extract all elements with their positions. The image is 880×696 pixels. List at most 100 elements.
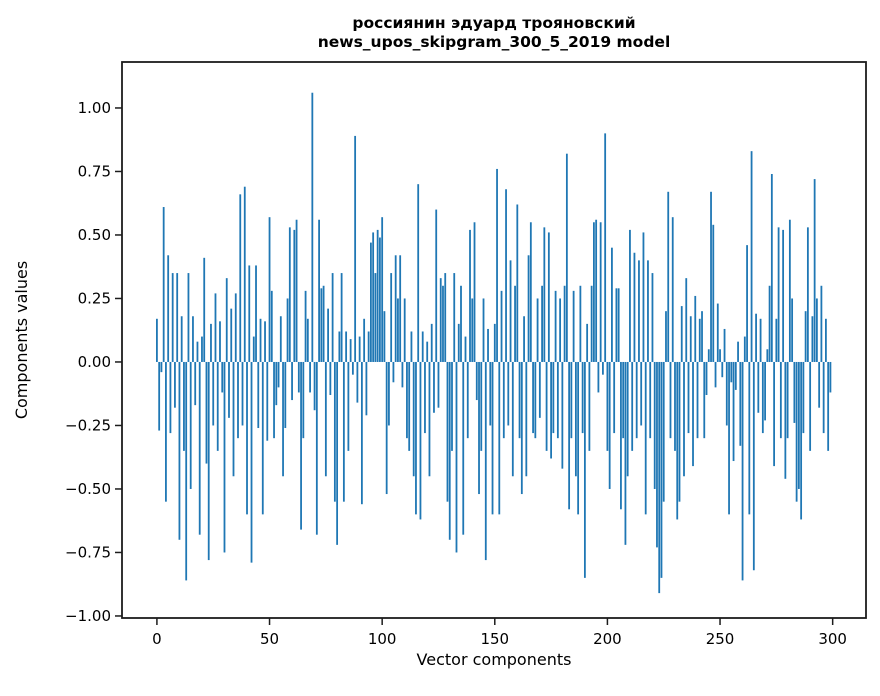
bar-component-37 [239,194,242,362]
bar-component-209 [626,361,629,477]
bar-component-102 [385,361,388,495]
bar-component-9 [176,273,179,362]
bar-component-36 [237,361,239,439]
bar-component-192 [588,361,591,451]
bar-component-291 [811,316,814,362]
bar-component-62 [295,219,298,362]
bar-component-191 [586,323,589,362]
bar-component-165 [527,255,530,362]
bar-component-48 [264,321,266,362]
bar-component-223 [658,361,661,594]
bar-component-51 [270,290,273,362]
bar-component-185 [572,290,575,362]
bar-component-109 [401,361,404,388]
bar-component-163 [523,316,525,362]
bar-component-32 [228,361,230,418]
bar-component-140 [471,298,474,362]
bar-component-85 [347,361,350,451]
bar-component-258 [737,341,739,362]
bar-component-230 [674,361,676,451]
bar-component-157 [509,260,512,362]
bar-component-231 [676,361,679,520]
bar-component-53 [275,361,278,406]
bar-component-90 [358,336,361,362]
bar-component-275 [775,318,778,362]
y-tick-label-−0.75: −0.75 [65,543,111,561]
bar-component-243 [703,361,706,439]
bar-component-188 [579,285,582,362]
bar-component-129 [446,361,449,502]
bar-component-83 [342,361,345,502]
bar-component-156 [507,361,510,426]
bar-component-284 [795,361,798,502]
bar-component-241 [698,318,701,362]
bar-component-81 [338,331,341,362]
bar-component-180 [561,361,564,469]
bars-layer [156,92,832,594]
bar-component-217 [644,361,647,515]
bar-component-20 [201,336,203,362]
bar-component-173 [545,361,548,451]
bar-component-24 [210,323,212,362]
bar-component-38 [241,361,244,426]
bar-component-273 [770,174,773,362]
bar-component-244 [705,361,708,395]
bar-component-135 [460,285,462,362]
bar-component-221 [653,361,656,489]
bar-component-228 [669,361,672,439]
bar-component-57 [284,361,287,429]
bar-component-250 [719,349,721,362]
bar-component-186 [574,361,577,477]
bar-component-23 [207,361,210,561]
bar-component-35 [234,293,237,362]
bar-component-208 [624,361,627,545]
bar-component-108 [399,255,402,362]
bar-component-153 [500,290,503,362]
bar-component-280 [786,361,789,439]
bar-component-44 [255,265,257,362]
bar-component-116 [417,184,420,362]
y-tick-label-−0.50: −0.50 [65,480,111,498]
bar-component-168 [534,361,537,439]
bar-component-126 [439,278,442,362]
bar-component-237 [689,316,692,362]
bar-component-229 [671,217,674,362]
bar-component-146 [484,361,487,561]
bar-component-120 [426,341,429,362]
bar-component-7 [171,273,174,362]
bar-component-1 [158,361,161,431]
bar-component-11 [180,316,183,362]
bar-component-155 [505,189,507,362]
axes-ticks-layer: 0 50 100 150 200 250 300 1.00 0.75 0.50 0.25 0.00 −0… [65,99,847,648]
bar-component-293 [815,298,818,362]
bar-component-61 [293,229,296,362]
y-tick-label-0.25: 0.25 [78,289,111,307]
bar-component-13 [185,361,188,581]
bar-component-164 [525,361,528,477]
bar-component-76 [327,308,329,362]
bar-component-182 [565,153,568,362]
bar-component-119 [424,361,426,434]
bar-component-265 [752,361,755,571]
bar-component-91 [360,361,363,505]
bar-component-152 [498,361,501,515]
bar-component-296 [822,361,825,434]
bar-component-256 [732,361,735,462]
bar-component-144 [480,361,483,451]
bar-component-71 [315,361,318,535]
bar-component-143 [478,361,480,495]
bar-component-199 [604,133,607,362]
bar-component-149 [491,361,494,515]
bar-component-114 [412,361,415,477]
bar-component-214 [638,260,640,362]
bar-component-212 [633,252,636,362]
bar-component-184 [570,361,573,439]
y-tick-label-0.00: 0.00 [78,353,111,371]
bar-component-281 [788,219,791,362]
bar-component-248 [714,361,717,388]
bar-component-299 [829,361,832,393]
bar-component-160 [516,204,519,362]
bar-component-79 [333,361,336,502]
